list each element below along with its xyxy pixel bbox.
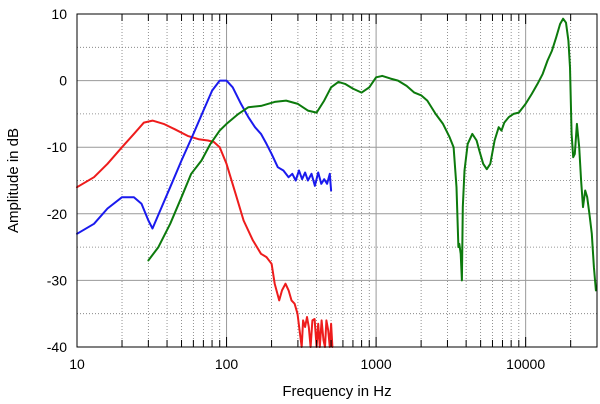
y-tick-label: 0: [59, 73, 67, 89]
x-tick-label: 10: [69, 356, 85, 372]
y-tick-label: 10: [51, 6, 67, 22]
y-tick-label: -30: [47, 272, 67, 288]
grid: [77, 14, 597, 347]
y-axis-label: Amplitude in dB: [5, 128, 22, 233]
y-tick-label: -10: [47, 139, 67, 155]
x-tick-label: 1000: [361, 356, 392, 372]
series-line-3: [147, 17, 597, 292]
x-tick-label: 10000: [506, 356, 545, 372]
y-tick-label: -40: [47, 339, 67, 355]
plot-frame: [76, 13, 598, 348]
x-tick-label: 100: [215, 356, 239, 372]
series-layer: [76, 17, 597, 348]
y-tick-label: -20: [47, 206, 67, 222]
x-axis-label: Frequency in Hz: [282, 383, 391, 400]
series-line-2: [76, 79, 333, 235]
